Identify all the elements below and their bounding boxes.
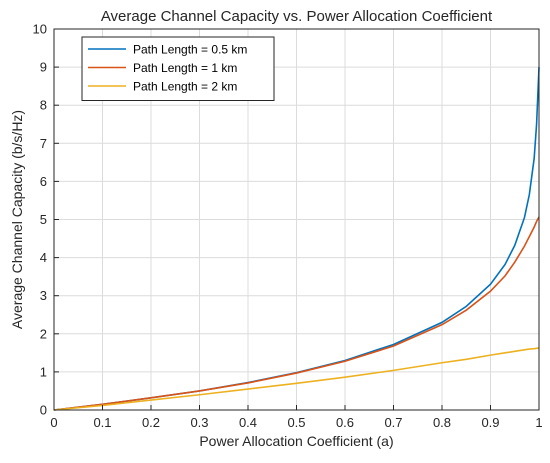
- y-tick-label: 5: [40, 212, 47, 227]
- chart-title: Average Channel Capacity vs. Power Alloc…: [101, 8, 493, 25]
- x-tick-label: 0.2: [142, 415, 160, 430]
- y-tick-label: 7: [40, 136, 47, 151]
- legend-box: [81, 36, 275, 101]
- legend-label-1: Path Length = 0.5 km: [133, 43, 247, 57]
- y-axis-label: Average Channel Capacity (b/s/Hz): [9, 110, 25, 329]
- x-tick-label: 0.8: [433, 415, 451, 430]
- axis-ticks: 0 0.1 0.2 0.3 0.4 0.5 0.6 0.7 0.8 0.9 101234567891…: [33, 22, 543, 431]
- series-line-3: [53, 347, 540, 411]
- legend-label-2: Path Length = 1 km: [133, 61, 237, 75]
- x-tick-label: 0: [50, 415, 57, 430]
- x-tick-label: 0.9: [481, 415, 499, 430]
- x-tick-label: 0.1: [93, 415, 111, 430]
- y-tick-label: 4: [40, 250, 47, 265]
- legend: Path Length = 0.5 km Path Length = 1 km Pa…: [81, 36, 275, 101]
- y-tick-label: 8: [40, 98, 47, 113]
- x-axis-label: Power Allocation Coefficient (a): [199, 433, 393, 449]
- y-tick-label: 0: [40, 403, 47, 418]
- series-lines: [53, 67, 540, 411]
- y-tick-label: 9: [40, 60, 47, 75]
- x-tick-label: 0.6: [336, 415, 354, 430]
- x-tick-label: 0.7: [384, 415, 402, 430]
- x-tick-label: 1: [535, 415, 542, 430]
- y-tick-label: 10: [33, 22, 47, 37]
- x-tick-label: 0.3: [190, 415, 208, 430]
- series-line-2: [53, 216, 540, 411]
- legend-label-3: Path Length = 2 km: [133, 80, 237, 94]
- y-tick-label: 6: [40, 174, 47, 189]
- x-tick-label: 0.4: [239, 415, 257, 430]
- x-tick-label: 0.5: [287, 415, 305, 430]
- y-tick-label: 1: [40, 364, 47, 379]
- y-tick-label: 3: [40, 288, 47, 303]
- y-tick-label: 2: [40, 326, 47, 341]
